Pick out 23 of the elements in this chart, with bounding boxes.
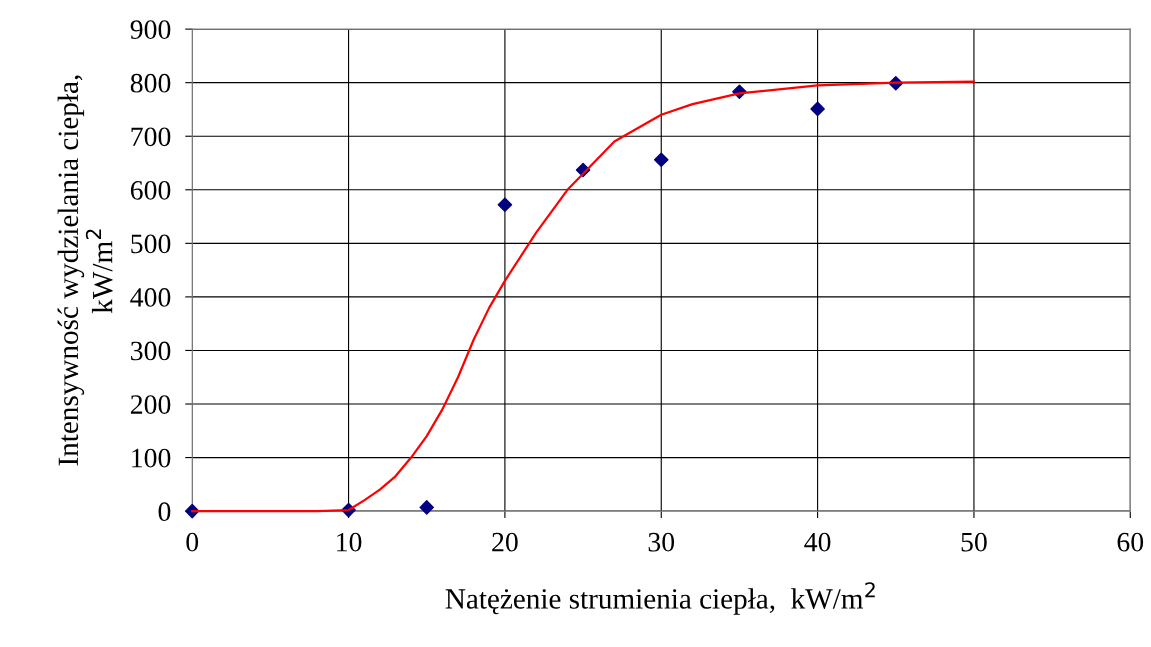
y-tick-label: 800 [130,73,171,93]
point [497,197,513,213]
x-tick-label: 40 [804,532,831,552]
y-tick-label: 300 [131,341,171,361]
x-tick-label: 60 [1117,532,1144,552]
y-tick-label: 700 [131,127,171,147]
y-tick-label: 500 [131,234,171,254]
x-tick-label: 30 [648,532,675,552]
y-tick-label: 400 [130,288,171,307]
point [653,152,669,168]
y-tick-label: 600 [130,180,171,200]
y-tick-label: 100 [132,448,171,468]
x-tick-label: 20 [492,532,518,552]
y-tick-label: 200 [130,395,171,414]
x-axis-title: Natężenie strumienia ciepła, kW/m$^{2}$ [445,582,875,615]
y-tick-label: 0 [158,502,171,522]
x-tick-label: 0 [186,532,199,552]
x-tick-label: 50 [961,532,987,552]
point [810,101,825,117]
x-tick-label: 10 [337,532,362,552]
y-tick-label: 900 [130,20,171,40]
y-axis-title: Intensywność wydzielania ciepła, kW/m$^{2}$ [57,75,113,466]
point [419,500,435,515]
